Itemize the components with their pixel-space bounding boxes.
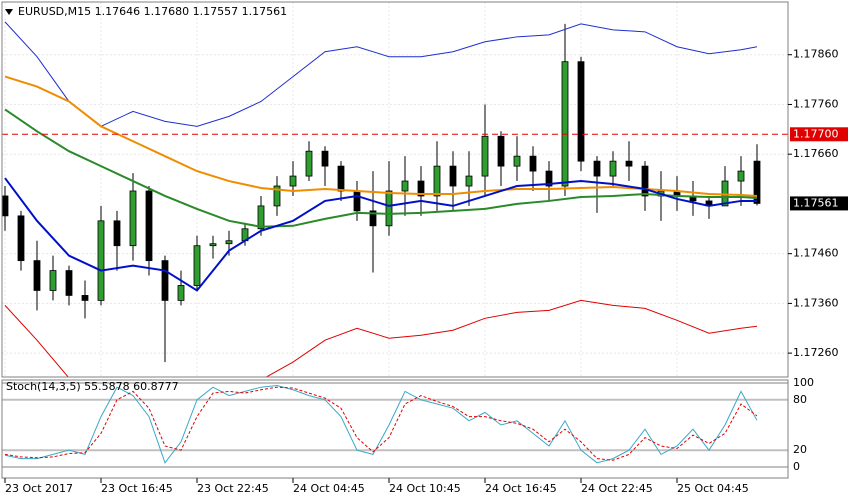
candle-body — [481, 135, 489, 177]
candle-body — [321, 150, 329, 167]
indicator-line — [4, 177, 757, 292]
candle-body — [209, 243, 217, 247]
candle-body — [545, 170, 553, 187]
x-tick-label: 23 Oct 2017 — [5, 482, 73, 495]
candle-body — [257, 205, 265, 230]
candle-body — [33, 260, 41, 291]
main-panel-border — [1, 1, 789, 378]
stoch-panel-border — [1, 379, 789, 479]
y-tick-label: 1.17660 — [793, 147, 839, 160]
indicator-line — [4, 299, 758, 377]
stoch-line — [4, 386, 758, 461]
chart-title: EURUSD,M15 1.17646 1.17680 1.17557 1.175… — [18, 5, 287, 18]
candle-body — [449, 165, 457, 187]
candle-body — [353, 190, 361, 212]
y-tick-label: 1.17360 — [793, 296, 839, 309]
x-tick-label: 23 Oct 16:45 — [101, 482, 173, 495]
stoch-tick-label: 80 — [793, 393, 807, 406]
candle-body — [193, 245, 201, 286]
candle-body — [593, 160, 601, 177]
candle-body — [417, 180, 425, 197]
stoch-tick-label: 100 — [793, 376, 814, 389]
candle-body — [625, 160, 633, 167]
candle-body — [225, 240, 233, 245]
candle-body — [177, 285, 185, 301]
stoch-line — [4, 385, 758, 464]
stoch-label: Stoch(14,3,5) 55.5878 60.8777 — [6, 380, 179, 393]
y-tick-label: 1.17260 — [793, 346, 839, 359]
candle-body — [49, 270, 57, 291]
plot — [2, 21, 788, 464]
grid — [2, 2, 788, 468]
stoch-tick-label: 0 — [793, 460, 800, 473]
candle-body — [17, 215, 25, 262]
candle-body — [337, 165, 345, 192]
level-label: 1.17700 — [793, 127, 839, 140]
candle-body — [497, 135, 505, 167]
x-tick-label: 23 Oct 22:45 — [197, 482, 269, 495]
level-label-box — [790, 127, 848, 142]
candle-body — [369, 210, 377, 227]
candle-body — [305, 150, 313, 177]
candle-body — [561, 61, 569, 187]
collapse-arrow — [5, 9, 13, 15]
indicator-line — [4, 21, 758, 127]
stoch-tick-label: 20 — [793, 443, 807, 456]
x-tick-label: 24 Oct 22:45 — [581, 482, 653, 495]
candle-body — [577, 61, 585, 162]
candle-body — [513, 155, 521, 167]
y-tick-label: 1.17860 — [793, 48, 839, 61]
candle-body — [289, 175, 297, 187]
candle-body — [65, 270, 73, 296]
candle-body — [465, 175, 473, 187]
x-tick-label: 24 Oct 16:45 — [485, 482, 557, 495]
candle-body — [2, 195, 9, 217]
candle-body — [81, 295, 89, 301]
candle-body — [433, 165, 441, 197]
x-tick-label: 24 Oct 10:45 — [389, 482, 461, 495]
candle-body — [113, 220, 121, 247]
candle-body — [401, 180, 409, 192]
candle-body — [273, 185, 281, 207]
candle-body — [97, 220, 105, 301]
y-tick-label: 1.17460 — [793, 247, 839, 260]
candle-body — [129, 190, 137, 247]
last-price-label: 1.17561 — [793, 196, 839, 209]
x-tick-label: 25 Oct 04:45 — [677, 482, 749, 495]
candle-body — [753, 160, 761, 204]
y-tick-label: 1.17760 — [793, 97, 839, 110]
indicator-line — [4, 108, 758, 228]
candle-body — [609, 160, 617, 177]
candle-body — [529, 155, 537, 172]
candle-body — [161, 260, 169, 301]
candle-body — [385, 190, 393, 227]
candle-body — [641, 165, 649, 197]
candle-body — [737, 170, 745, 182]
candle-body — [145, 190, 153, 262]
last-price-box — [790, 196, 848, 211]
x-tick-label: 24 Oct 04:45 — [293, 482, 365, 495]
